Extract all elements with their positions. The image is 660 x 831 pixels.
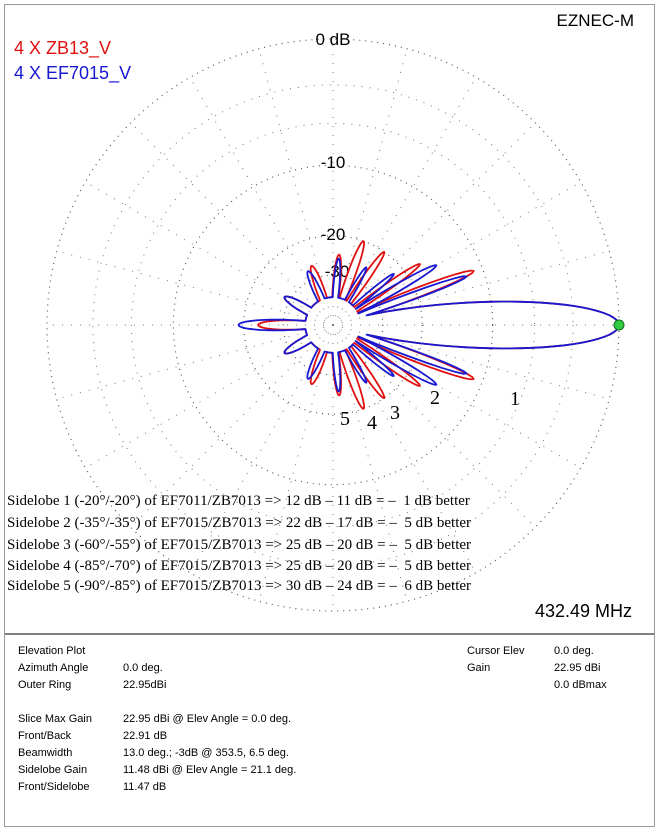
ring-extra-1 (130, 122, 536, 528)
polar-chart: 0 dB -10 -20 -30 1 2 345 (46, 30, 625, 612)
info-key: Gain (467, 662, 491, 674)
info-row: Beamwidth 13.0 deg.; -3dB @ 353.5, 6.5 de… (18, 745, 296, 762)
info-row: Outer Ring 22.95dBi (18, 677, 296, 694)
info-row: Gain 22.95 dBi (467, 660, 607, 677)
spoke-135 (130, 122, 334, 326)
info-panel: Elevation Plot Azimuth Angle 0.0 deg. Out… (5, 635, 654, 826)
sidelobe-note-3: Sidelobe 3 (-60°/-55°) of EF7015/ZB7013 … (7, 537, 472, 553)
info-row: Elevation Plot (18, 643, 296, 660)
info-row: Cursor Elev 0.0 deg. (467, 643, 607, 660)
ring-3 (282, 274, 384, 376)
info-value: 0.0 deg. (123, 662, 163, 674)
frequency-label: 432.49 MHz (534, 601, 632, 621)
sidelobe-note-4: Sidelobe 4 (-85°/-70°) of EF7015/ZB7013 … (7, 558, 472, 574)
spoke-195 (56, 324, 334, 400)
info-left: Elevation Plot Azimuth Angle 0.0 deg. Out… (18, 643, 296, 796)
info-key: Slice Max Gain (18, 713, 92, 725)
spoke-165 (56, 250, 334, 326)
info-row: Front/Sidelobe 11.47 dB (18, 779, 296, 796)
info-key: Sidelobe Gain (18, 764, 88, 776)
eznec-window: 0 dB -10 -20 -30 1 2 3 4 5 EZNEC-M 4 X ZB13_V 4 … (4, 4, 655, 827)
sidelobe-marker-4: 4 (367, 412, 377, 434)
program-name: EZNEC-M (556, 11, 634, 30)
ring-label-0: 0 dB (316, 30, 351, 49)
sidelobe-marker-3: 3 (390, 402, 400, 424)
sidelobe-marker-1: 1 (510, 388, 520, 410)
legend-entry-zb13: 4 X ZB13_V (14, 38, 112, 58)
info-key: Front/Sidelobe (18, 781, 90, 793)
pattern-series-1 (237, 257, 620, 393)
legend-entry-ef7015: 4 X EF7015_V (14, 63, 132, 83)
spoke-210 (85, 324, 334, 469)
info-value: 11.47 dB (123, 781, 167, 793)
sidelobe-marker-2: 2 (430, 387, 440, 409)
info-value: 0.0 dBmax (554, 679, 607, 691)
info-row: Azimuth Angle 0.0 deg. (18, 660, 296, 677)
info-key: Cursor Elev (467, 645, 525, 657)
info-key: Outer Ring (18, 679, 72, 691)
info-value: 11.48 dBi @ Elev Angle = 21.1 deg. (123, 764, 297, 776)
info-key: Elevation Plot (18, 645, 86, 657)
ring-1 (172, 164, 494, 486)
ring-extra-0 (92, 84, 574, 566)
info-value: 22.91 dB (123, 730, 168, 742)
info-row: 0.0 dBmax (467, 677, 607, 694)
info-key: Azimuth Angle (18, 662, 89, 674)
info-value: 0.0 deg. (554, 645, 594, 657)
info-row: Sidelobe Gain 11.48 dBi @ Elev Angle = 21… (18, 762, 296, 779)
sidelobe-note-2: Sidelobe 2 (-35°/-35°) of EF7015/ZB7013 … (7, 515, 472, 531)
info-value: 22.95dBi (123, 679, 167, 691)
info-value: 22.95 dBi @ Elev Angle = 0.0 deg. (123, 713, 292, 725)
info-value: 22.95 dBi (554, 662, 601, 674)
ring-2 (243, 235, 423, 415)
info-right: Cursor Elev 0.0 deg. Gain 22.95 dBi 0.0 dB… (467, 643, 607, 694)
sidelobe-marker-5: 5 (340, 408, 350, 430)
info-value: 13.0 deg.; -3dB @ 353.5, 6.5 deg. (123, 747, 289, 759)
spoke-45 (332, 122, 536, 326)
pattern-series-0 (257, 240, 620, 410)
sidelobe-note-1: Sidelobe 1 (-20°/-20°) of EF7011/ZB7013 … (7, 493, 470, 509)
plot-panel: 0 dB -10 -20 -30 1 2 3 4 5 EZNEC-M 4 X ZB13_V 4 … (5, 5, 654, 635)
info-key: Front/Back (18, 730, 72, 742)
ring-label-1: -10 (321, 153, 346, 172)
spoke-150 (85, 181, 334, 326)
cursor-marker (613, 319, 625, 331)
ring-label-3: -30 (325, 262, 350, 281)
info-row: Front/Back 22.91 dB (18, 728, 296, 745)
info-row (18, 694, 296, 711)
info-row: Slice Max Gain 22.95 dBi @ Elev Angle = 0… (18, 711, 296, 728)
info-key: Beamwidth (18, 747, 73, 759)
sidelobe-note-5: Sidelobe 5 (-90°/-85°) of EF7015/ZB7013 … (7, 578, 472, 594)
ring-label-2: -20 (321, 225, 346, 244)
